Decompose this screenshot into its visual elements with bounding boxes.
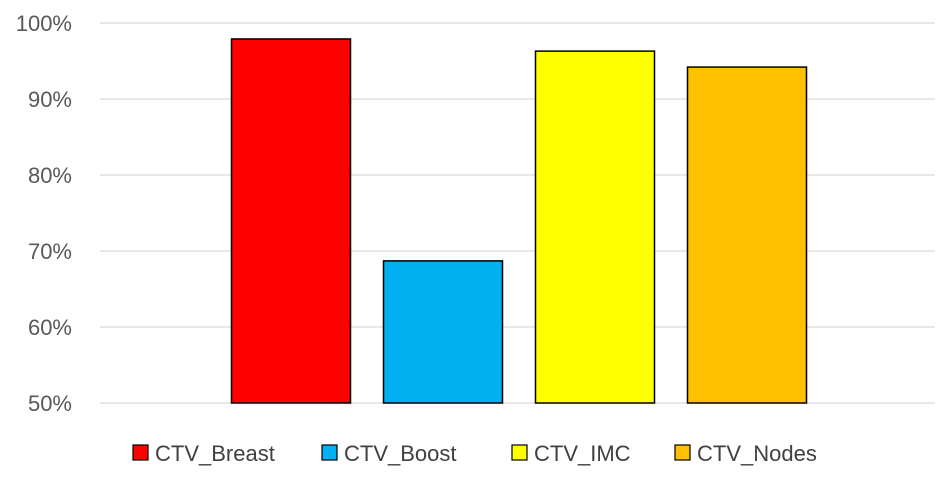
legend: CTV_Breast CTV_Boost CTV_IMC CTV_Nodes [132,441,817,466]
legend-swatch [511,444,528,461]
bar-ctv-breast [230,38,352,404]
y-tick-label: 90% [28,87,72,112]
legend-entry-label: CTV_Nodes [697,441,817,466]
y-tick-label: 70% [28,239,72,264]
y-tick-label: 80% [28,163,72,188]
bar-ctv-imc [534,50,656,404]
y-tick-label: 50% [28,391,72,416]
legend-swatch [321,444,338,461]
bar-ctv-nodes [686,66,808,404]
y-axis-tick-labels: 50% 60% 70% 80% 90% 100% [16,11,72,416]
gridlines [100,22,935,404]
y-tick-label: 100% [16,11,72,36]
y-tick-label: 60% [28,315,72,340]
bars [230,38,808,404]
legend-swatch [674,444,691,461]
bar-ctv-boost [382,260,504,404]
legend-entry-label: CTV_IMC [534,441,631,466]
legend-entry-label: CTV_Breast [155,441,275,466]
legend-entry-label: CTV_Boost [344,441,457,466]
legend-swatch [132,444,149,461]
